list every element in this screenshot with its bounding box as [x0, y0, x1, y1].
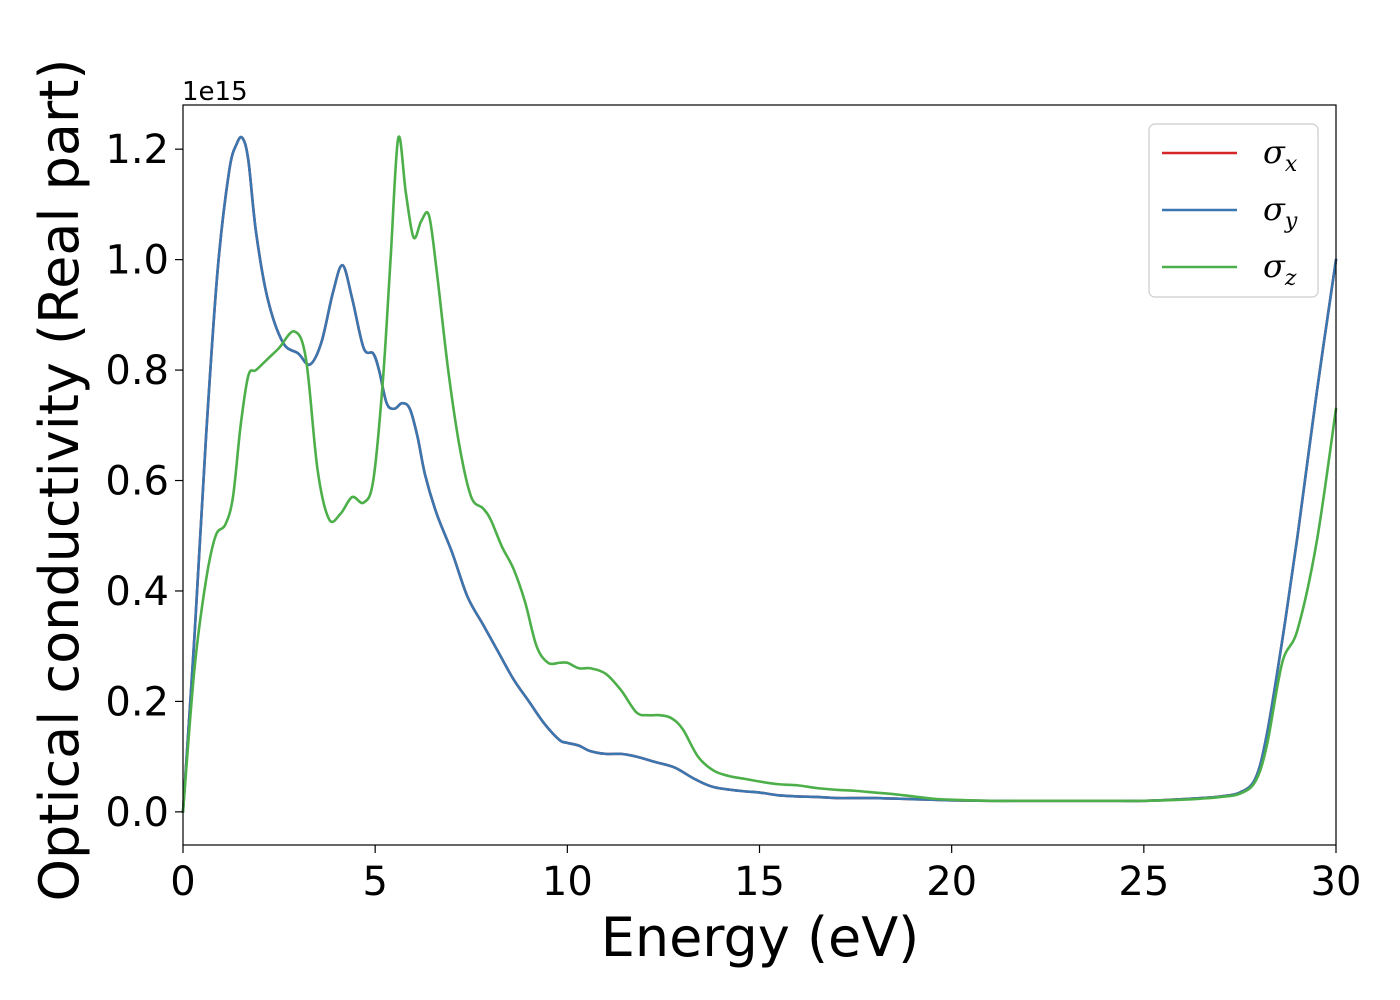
y-axis-label: Optical conductivity (Real part)	[28, 59, 91, 902]
y-tick-label: 0.0	[105, 790, 169, 836]
y-axis-ticks: 0.0 0.2 0.4 0.6 0.8 1.0 1.2	[105, 127, 183, 836]
x-tick-label: 30	[1311, 859, 1362, 905]
legend-subscript: z	[1284, 266, 1297, 291]
legend-label-y: σy	[1263, 190, 1298, 234]
x-tick-label: 0	[170, 859, 195, 905]
legend-symbol: σ	[1263, 247, 1286, 285]
series-layer	[181, 135, 1338, 814]
x-tick-label: 15	[734, 859, 785, 905]
y-tick-label: 0.4	[105, 569, 169, 615]
series-line-z	[181, 135, 1338, 814]
y-tick-label: 1.0	[105, 238, 169, 284]
legend-subscript: x	[1285, 152, 1298, 177]
legend-symbol: σ	[1263, 190, 1286, 228]
legend-symbol: σ	[1263, 133, 1286, 171]
y-tick-label: 0.2	[105, 679, 169, 725]
legend-label-z: σz	[1263, 247, 1297, 291]
x-tick-label: 25	[1118, 859, 1169, 905]
x-tick-label: 20	[926, 859, 977, 905]
x-axis-label: Energy (eV)	[601, 906, 920, 969]
legend-label-x: σx	[1263, 133, 1298, 177]
y-tick-label: 0.6	[105, 459, 169, 505]
x-tick-label: 10	[542, 859, 593, 905]
x-tick-label: 5	[362, 859, 387, 905]
x-axis-ticks: 0 5 10 15 20 25 30	[170, 845, 1361, 905]
y-offset-label: 1e15	[182, 77, 248, 107]
y-tick-label: 0.8	[105, 348, 169, 394]
y-tick-label: 1.2	[105, 127, 169, 173]
legend-subscript: y	[1284, 209, 1298, 234]
